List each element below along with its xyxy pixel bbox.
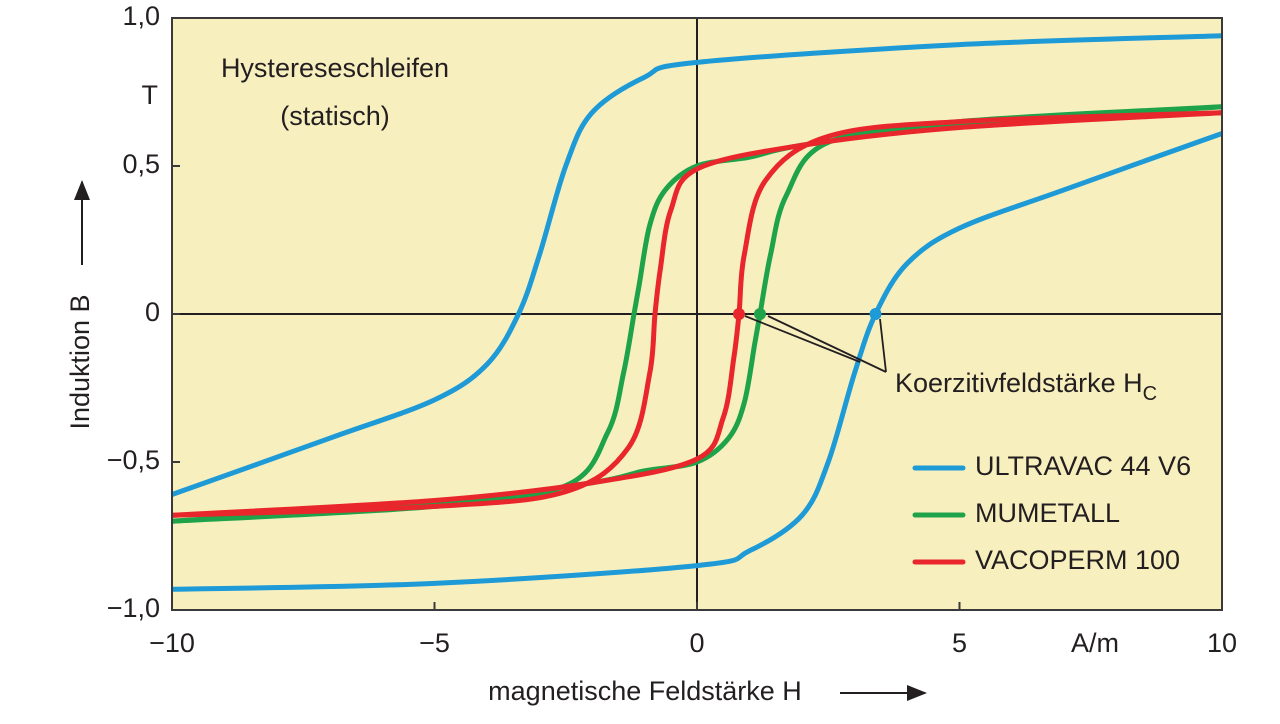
y-unit: T: [142, 80, 159, 110]
annotation-subscript: C: [1143, 383, 1157, 405]
y-tick-label: 0: [145, 297, 160, 327]
loop-branch: [172, 110, 1222, 518]
x-tick-label: 10: [1207, 628, 1237, 658]
legend-label: MUMETALL: [975, 498, 1120, 528]
y-tick-label: −1,0: [107, 593, 160, 623]
y-axis-title: Induktion B: [65, 294, 95, 429]
annotation: Koerzitivfeldstärke HC: [895, 368, 1157, 405]
coercivity-point: [733, 308, 745, 320]
x-unit: A/m: [1071, 628, 1119, 658]
coercivity-point: [754, 308, 766, 320]
legend-label: ULTRAVAC 44 V6: [975, 451, 1191, 481]
x-axis-title: magnetische Feldstärke H: [488, 676, 802, 706]
loop-branch: [172, 130, 1222, 592]
chart-subtitle: (statisch): [280, 101, 390, 131]
coercivity-point: [869, 308, 882, 320]
y-tick-label: −0,5: [107, 445, 160, 475]
loop-branch: [172, 33, 1222, 498]
x-tick-label: 0: [689, 628, 704, 658]
x-tick-label: −10: [149, 628, 195, 658]
legend-label: VACOPERM 100: [975, 545, 1180, 575]
y-tick-label: 0,5: [122, 149, 160, 179]
y-tick-label: 1,0: [122, 1, 160, 31]
x-tick-label: −5: [419, 628, 450, 658]
annotation-text: Koerzitivfeldstärke H: [895, 368, 1143, 398]
series-lines: [172, 33, 1222, 592]
loop-branch: [172, 110, 1222, 518]
x-tick-label: 5: [952, 628, 967, 658]
annotation-leaders: [744, 315, 887, 373]
chart-title: Hystereseschleifen: [221, 53, 449, 83]
